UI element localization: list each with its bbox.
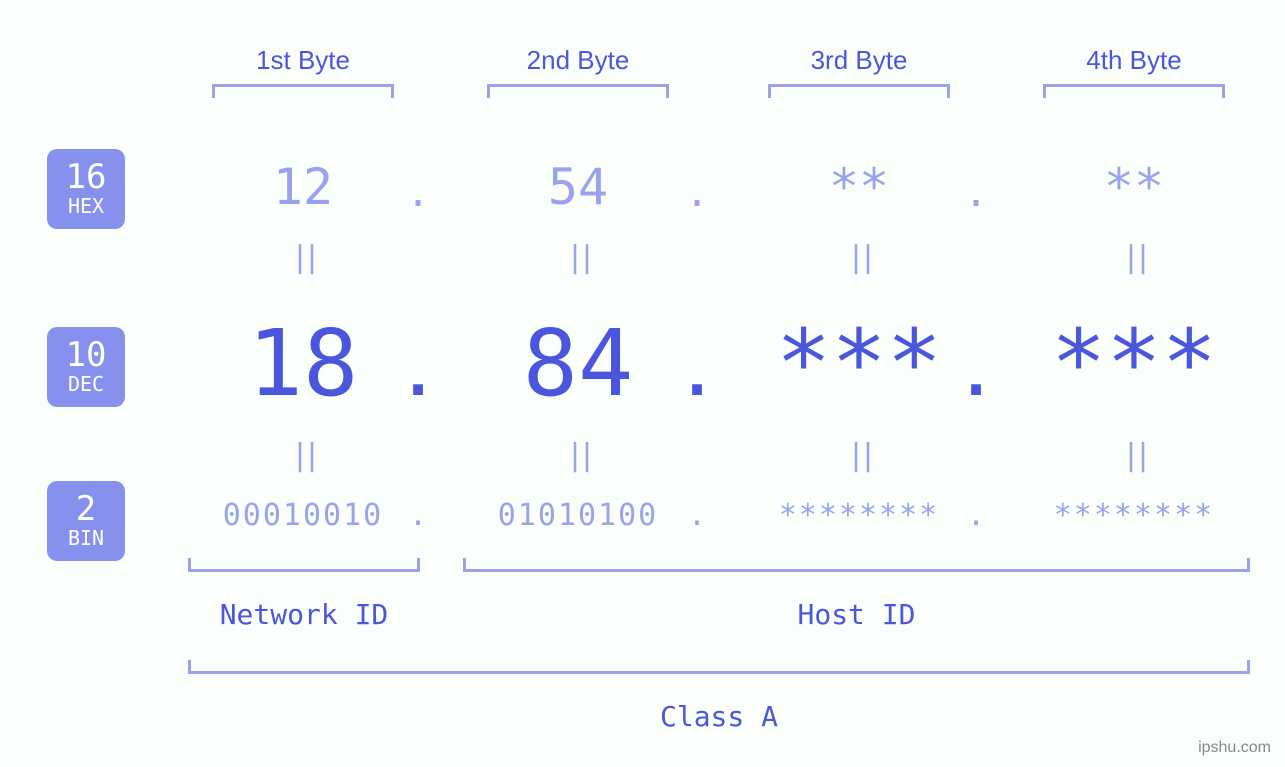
bin-byte-1: 00010010 xyxy=(173,498,433,533)
hex-byte-3: ** xyxy=(739,158,979,216)
bin-dot-2: . xyxy=(682,498,712,533)
hex-dot-1: . xyxy=(403,170,433,216)
base-badge-dec-num: 10 xyxy=(66,338,107,372)
host-id-label: Host ID xyxy=(463,598,1250,631)
dec-byte-3: *** xyxy=(729,310,989,417)
dec-dot-2: . xyxy=(677,340,717,410)
base-badge-hex: 16 HEX xyxy=(47,149,125,229)
hex-dot-2: . xyxy=(682,170,712,216)
dec-dot-1: . xyxy=(398,340,438,410)
byte-header-3: 3rd Byte xyxy=(769,45,949,76)
eq-dec-bin-1: || xyxy=(273,438,333,473)
base-badge-dec-lbl: DEC xyxy=(68,372,104,396)
top-bracket-byte-3 xyxy=(768,84,950,98)
eq-hex-dec-4: || xyxy=(1104,240,1164,275)
bin-byte-4: ******** xyxy=(1004,498,1264,533)
hex-byte-4: ** xyxy=(1014,158,1254,216)
dec-byte-1: 18 xyxy=(173,310,433,417)
bin-dot-3: . xyxy=(961,498,991,533)
eq-dec-bin-4: || xyxy=(1104,438,1164,473)
top-bracket-byte-1 xyxy=(212,84,394,98)
hex-dot-3: . xyxy=(961,170,991,216)
host-id-bracket xyxy=(463,558,1250,572)
base-badge-hex-lbl: HEX xyxy=(68,194,104,218)
base-badge-bin-num: 2 xyxy=(76,492,96,526)
base-badge-dec: 10 DEC xyxy=(47,327,125,407)
dec-byte-4: *** xyxy=(1004,310,1264,417)
eq-dec-bin-3: || xyxy=(829,438,889,473)
byte-header-1: 1st Byte xyxy=(213,45,393,76)
base-badge-bin: 2 BIN xyxy=(47,481,125,561)
watermark: ipshu.com xyxy=(1198,739,1271,757)
hex-byte-1: 12 xyxy=(183,158,423,216)
byte-header-2: 2nd Byte xyxy=(488,45,668,76)
class-label: Class A xyxy=(188,700,1250,733)
bin-byte-2: 01010100 xyxy=(448,498,708,533)
top-bracket-byte-4 xyxy=(1043,84,1225,98)
byte-header-4: 4th Byte xyxy=(1044,45,1224,76)
dec-byte-2: 84 xyxy=(448,310,708,417)
eq-hex-dec-3: || xyxy=(829,240,889,275)
base-badge-hex-num: 16 xyxy=(66,160,107,194)
network-id-label: Network ID xyxy=(188,598,420,631)
hex-byte-2: 54 xyxy=(458,158,698,216)
network-id-bracket xyxy=(188,558,420,572)
base-badge-bin-lbl: BIN xyxy=(68,526,104,550)
eq-hex-dec-1: || xyxy=(273,240,333,275)
dec-dot-3: . xyxy=(956,340,996,410)
class-bracket xyxy=(188,660,1250,674)
eq-hex-dec-2: || xyxy=(548,240,608,275)
eq-dec-bin-2: || xyxy=(548,438,608,473)
bin-byte-3: ******** xyxy=(729,498,989,533)
bin-dot-1: . xyxy=(403,498,433,533)
top-bracket-byte-2 xyxy=(487,84,669,98)
